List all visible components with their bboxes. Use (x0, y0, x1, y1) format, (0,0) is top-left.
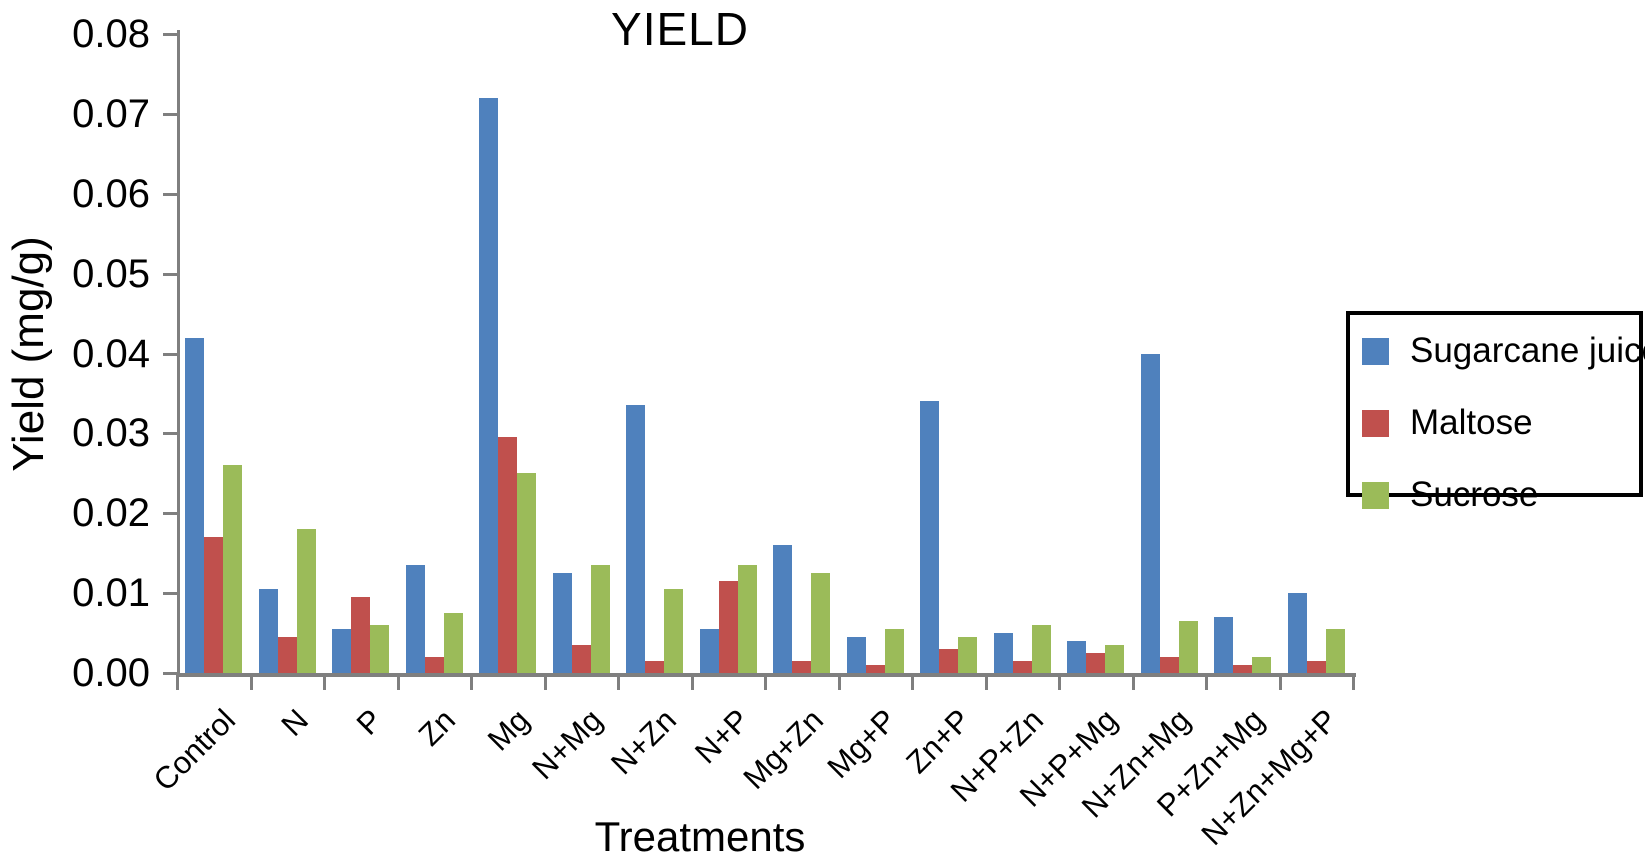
y-tick (163, 432, 177, 436)
y-tick-label: 0.01 (72, 571, 150, 616)
bar-maltose-mg (498, 437, 517, 673)
bar-sucrose-n-zn-mg (1178, 621, 1198, 673)
bar-sucrose-mg-p (884, 629, 904, 673)
x-tick (470, 677, 473, 690)
x-tick (1058, 677, 1061, 690)
bar-sucrose-n-p-mg (1105, 645, 1124, 673)
bar-sucrose-n (296, 529, 316, 673)
bar-sugarcane-juice-p-zn-mg (1214, 617, 1233, 673)
y-tick (163, 512, 177, 516)
legend: Sugarcane juice Maltose Sucrose (1346, 311, 1645, 514)
x-tick (617, 677, 620, 690)
legend-label: Sugarcane juice (1410, 331, 1645, 370)
x-tick (1352, 677, 1355, 690)
bar-maltose-mg-p (865, 665, 885, 673)
bar-sucrose-n-p (737, 565, 757, 673)
bar-sugarcane-juice-zn-p (920, 401, 939, 673)
bar-sugarcane-juice-n-p-mg (1067, 641, 1086, 673)
x-tick (323, 677, 326, 690)
y-tick-label: 0.03 (72, 411, 150, 456)
bar-sugarcane-juice-n-p-zn (993, 633, 1013, 673)
bar-sugarcane-juice-control (185, 337, 204, 673)
legend-item-sugarcane-juice: Sugarcane juice (1362, 324, 1645, 378)
bar-maltose-p (351, 597, 370, 673)
legend-item-maltose: Maltose (1362, 396, 1533, 450)
y-tick-label: 0.04 (72, 331, 150, 376)
bar-maltose-n-zn (645, 661, 664, 673)
y-tick (163, 272, 177, 276)
x-tick (1205, 677, 1208, 690)
bar-maltose-n-zn-mg (1159, 657, 1179, 673)
bar-maltose-p-zn-mg (1233, 665, 1252, 673)
bar-sugarcane-juice-n-p (699, 629, 719, 673)
bar-sugarcane-juice-mg-zn (773, 545, 792, 673)
x-axis-title: Treatments (594, 813, 806, 860)
bar-sucrose-n-p-zn (1031, 625, 1051, 673)
y-tick (163, 672, 177, 675)
bar-maltose-n (277, 637, 297, 673)
bar-sucrose-zn (443, 613, 463, 673)
x-tick (1278, 677, 1282, 690)
bar-maltose-zn (424, 657, 444, 673)
y-tick (163, 352, 177, 356)
x-tick (984, 677, 988, 690)
bar-sugarcane-juice-mg (479, 97, 498, 673)
bar-maltose-zn-p (939, 649, 958, 673)
y-tick-label: 0.00 (72, 651, 150, 695)
bar-sucrose-n-zn (664, 589, 683, 673)
bar-maltose-control (204, 537, 223, 673)
bar-maltose-n-p-mg (1086, 653, 1105, 673)
x-tick (396, 677, 400, 690)
y-tick-label: 0.07 (72, 91, 150, 136)
x-tick (911, 677, 914, 690)
legend-swatch-maltose-icon (1362, 409, 1389, 437)
bar-maltose-n-p-zn (1012, 661, 1032, 673)
x-tick (543, 677, 547, 690)
bar-maltose-n-zn-mg-p (1306, 661, 1326, 673)
legend-label: Maltose (1410, 403, 1533, 442)
x-tick (690, 677, 694, 690)
legend-label: Sucrose (1410, 475, 1539, 514)
bar-sugarcane-juice-n (258, 589, 278, 673)
bar-sugarcane-juice-p (332, 629, 351, 673)
bar-maltose-mg-zn (792, 661, 811, 673)
y-tick (163, 192, 177, 196)
y-axis-line (177, 30, 180, 677)
bar-sugarcane-juice-n-zn (626, 405, 645, 673)
bar-sugarcane-juice-zn (405, 565, 425, 673)
x-tick (176, 677, 179, 690)
y-tick-label: 0.06 (72, 171, 150, 216)
bar-sugarcane-juice-n-mg (552, 573, 572, 673)
chart-title: YIELD (611, 3, 749, 55)
y-tick-label: 0.08 (72, 12, 150, 56)
bar-sucrose-n-mg (590, 565, 610, 673)
x-tick (764, 677, 767, 690)
bar-sucrose-zn-p (958, 637, 977, 673)
legend-item-sucrose: Sucrose (1362, 468, 1538, 522)
y-tick-label: 0.02 (72, 491, 150, 536)
legend-swatch-sugarcane-juice-icon (1362, 337, 1389, 365)
x-tick (1131, 677, 1135, 690)
bar-sucrose-mg-zn (811, 573, 830, 673)
legend-swatch-sucrose-icon (1362, 481, 1389, 509)
bar-sucrose-n-zn-mg-p (1325, 629, 1345, 673)
bar-sugarcane-juice-n-zn-mg-p (1287, 593, 1307, 673)
bar-sugarcane-juice-mg-p (846, 637, 866, 673)
x-axis-line (176, 673, 1356, 677)
y-tick (163, 592, 177, 596)
bar-sucrose-p-zn-mg (1252, 657, 1271, 673)
x-tick (249, 677, 253, 690)
bar-sugarcane-juice-n-zn-mg (1140, 353, 1160, 673)
y-tick (163, 33, 177, 36)
y-tick-label: 0.05 (72, 251, 150, 296)
bar-maltose-n-mg (571, 645, 591, 673)
bar-maltose-n-p (718, 581, 738, 673)
bar-sucrose-control (223, 465, 242, 673)
x-tick (837, 677, 841, 690)
y-tick (163, 112, 177, 116)
bar-sucrose-p (370, 625, 389, 673)
bar-sucrose-mg (517, 473, 536, 673)
